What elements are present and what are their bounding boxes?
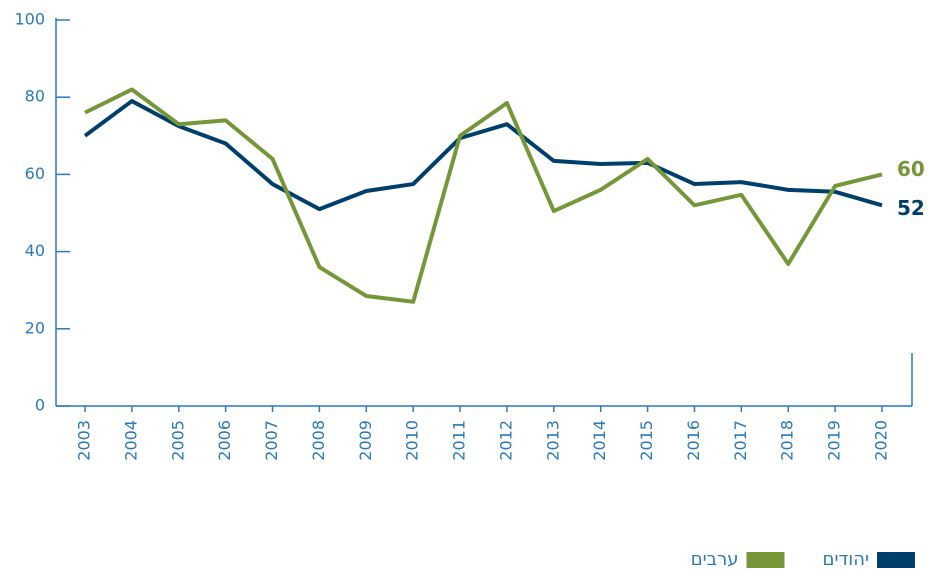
- y-tick-label: 60: [25, 164, 45, 183]
- x-tick-label: 2020: [872, 420, 891, 461]
- x-tick-label: 2005: [168, 420, 187, 461]
- legend-swatch: [877, 552, 915, 568]
- series-line: [84, 87, 883, 304]
- y-tick-label: 40: [25, 241, 45, 260]
- y-tick-label: 20: [25, 318, 45, 337]
- x-tick-label: 2018: [778, 420, 797, 461]
- x-tick-label: 2004: [121, 420, 140, 461]
- x-tick-label: 2019: [825, 420, 844, 461]
- x-tick-label: 2014: [590, 420, 609, 461]
- x-tick-label: 2011: [450, 420, 469, 461]
- legend-swatch: [746, 552, 785, 568]
- end-label: 52: [897, 196, 925, 220]
- x-tick-label: 2017: [731, 420, 750, 461]
- legend-label: יהודים: [823, 549, 870, 570]
- x-tick-label: 2007: [262, 420, 281, 461]
- series-line: [83, 99, 883, 212]
- y-tick-label: 80: [25, 87, 45, 106]
- end-label: 60: [897, 157, 925, 181]
- y-tick-label: 0: [35, 396, 45, 415]
- x-tick-label: 2010: [403, 420, 422, 461]
- x-tick-label: 2016: [684, 420, 703, 461]
- x-tick-label: 2015: [637, 420, 656, 461]
- y-tick-label: 100: [14, 10, 45, 29]
- x-tick-label: 2013: [543, 420, 562, 461]
- x-tick-label: 2003: [75, 420, 94, 461]
- legend-label: ערבים: [691, 549, 739, 570]
- x-tick-label: 2009: [356, 420, 375, 461]
- x-tick-label: 2006: [215, 420, 234, 461]
- x-tick-label: 2008: [309, 420, 328, 461]
- x-tick-label: 2012: [496, 420, 515, 461]
